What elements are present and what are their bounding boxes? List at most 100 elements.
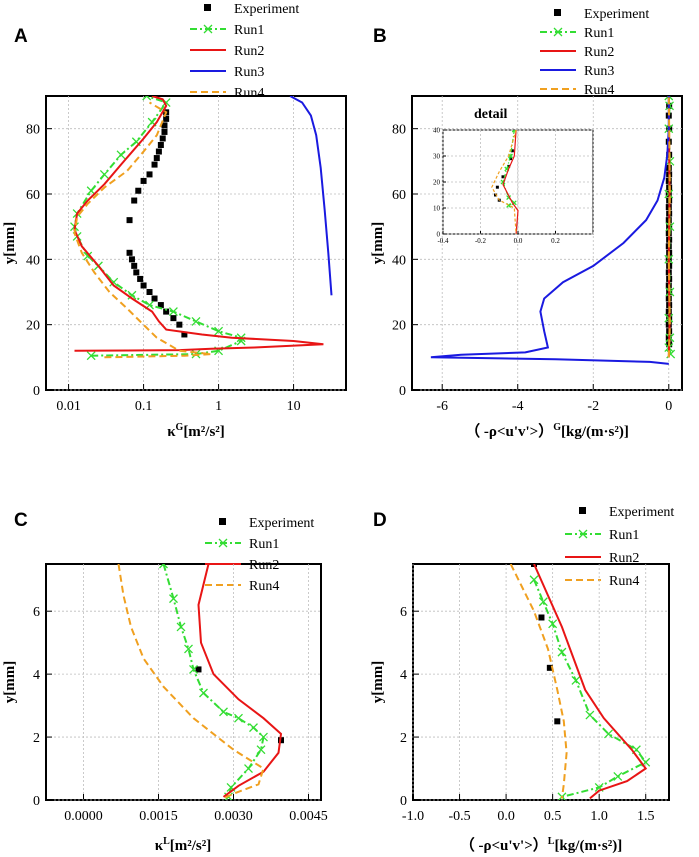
- inset-run4-line: [491, 130, 517, 234]
- xlabel-d-sup: L: [548, 836, 555, 847]
- panel-a-experiment-point-2: [161, 122, 168, 129]
- panel-a-legend-run4-label: Run4: [234, 86, 264, 101]
- panel-c-run1-marker-1: [169, 594, 178, 604]
- panel-c-ytick-label-2: 4: [33, 668, 40, 683]
- panel-d-legend-experiment-marker: [579, 507, 586, 514]
- panel-c-run1-marker-0: [159, 564, 168, 569]
- xlabel-c-sup: L: [163, 836, 170, 847]
- panel-b-legend-run1-x: [553, 27, 563, 37]
- panel-d-run1-marker-4: [571, 675, 581, 685]
- panel-a-series-group: [70, 96, 333, 361]
- panel-b-legend-experiment-marker: [554, 9, 561, 16]
- plot-a: 0.01 0.1 1 10 0 20 40 60 80: [26, 96, 346, 414]
- plot-d: -1.0 -0.5 0.0 0.5 1.0 1.5 0 2 4 6: [400, 564, 669, 824]
- panel-a-experiment-point-12: [131, 197, 138, 204]
- panel-a-experiment-point-25: [176, 321, 183, 328]
- plot-frame-b: [411, 95, 683, 391]
- panel-c-run1-line: [162, 564, 265, 798]
- panel-a-experiment-point-16: [131, 262, 138, 269]
- panel-c-legend-experiment-marker: [219, 518, 226, 525]
- inset-run2-line: [502, 130, 519, 234]
- panel-d-series-group: [509, 564, 651, 800]
- panel-a-run1-marker-18: [116, 150, 126, 160]
- inset-experiment-point-4: [507, 164, 511, 168]
- panel-b-ytick-label-3: 60: [392, 188, 406, 203]
- panel-a-experiment-point-23: [163, 308, 170, 315]
- panel-a-xtick-label-0: 0.01: [56, 399, 81, 414]
- panel-a-xtick-label-3: 10: [287, 399, 301, 414]
- panel-c-run1-marker-8: [249, 723, 258, 733]
- panel-b-xtick-label-2: -2: [587, 399, 599, 414]
- panel-d-run1-marker-3: [557, 647, 567, 657]
- panel-d-xtick-label-3: 0.5: [544, 809, 562, 824]
- panel-c-run2-line: [197, 564, 283, 798]
- panel-a-experiment-point-15: [128, 256, 135, 263]
- panel-d-run1-marker-1: [538, 597, 548, 607]
- panel-a-run1-marker-12: [83, 251, 93, 261]
- legend-a: Experiment Run1 Run2 Run3 Run4: [190, 2, 299, 101]
- panel-a-experiment-point-26: [181, 331, 188, 338]
- panel-a-legend-run1-x: [203, 24, 213, 34]
- inset-ytick-label-4: 40: [433, 127, 441, 135]
- inset-experiment-point-1: [494, 193, 497, 197]
- ylabel-d: y[mm]: [370, 661, 386, 703]
- panel-a-experiment-point-22: [157, 302, 164, 309]
- legend-c: Experiment Run1 Run2 Run4: [205, 516, 314, 594]
- xlabel-a: κG[m²/s²]: [167, 422, 225, 440]
- panel-c-ytick-label-1: 2: [33, 731, 40, 746]
- inset-series-group: [491, 130, 519, 234]
- panel-a-run1-marker-22: [142, 96, 152, 101]
- inset-xtick-label-2: 0.0: [514, 237, 523, 245]
- panel-label-b: B: [373, 26, 387, 47]
- panel-b-run3-line: [430, 96, 670, 365]
- panel-d-legend-experiment-label: Experiment: [609, 505, 674, 520]
- panel-c-legend-run1-label: Run1: [249, 537, 279, 552]
- panel-a-run1-marker-5: [214, 326, 224, 336]
- panel-b-legend-run2-label: Run2: [584, 45, 614, 60]
- panel-d-run2-line: [533, 564, 648, 800]
- ylabel-b: y[mm]: [370, 222, 386, 264]
- plot-c: 0.0000 0.0015 0.0030 0.0045 0 2 4 6: [33, 564, 328, 824]
- panel-a-experiment-point-24: [170, 315, 177, 322]
- panel-a-ytick-label-4: 80: [26, 123, 40, 138]
- inset-title: detail: [474, 107, 508, 122]
- panel-a-experiment-point-13: [126, 217, 133, 224]
- panel-d-legend-run4-label: Run4: [609, 574, 639, 589]
- panel-d-xtick-label-2: 0.0: [497, 809, 515, 824]
- panel-c-run1-marker-11: [244, 764, 253, 773]
- panel-a-experiment-point-4: [159, 135, 166, 142]
- plot-b-inset: -0.4 -0.2 0.0 0.2 0 10 20 30 40: [433, 127, 593, 245]
- panel-a-experiment-point-18: [137, 275, 144, 282]
- xlabel-c: κL[m²/s²]: [155, 836, 211, 854]
- inset-experiment-point-3: [501, 175, 505, 179]
- panel-c-ytick-label-0: 0: [33, 794, 40, 809]
- panel-d-ytick-label-1: 2: [400, 731, 407, 746]
- panel-d-legend-run1-label: Run1: [609, 528, 639, 543]
- panel-a-run1-marker-17: [99, 169, 109, 179]
- panel-a-run3-line: [289, 96, 333, 296]
- xlabel-b-sup: G: [553, 422, 561, 433]
- panel-d-experiment-point-2: [546, 664, 553, 671]
- inset-experiment-point-5: [509, 157, 512, 161]
- panel-a-experiment-point-14: [126, 249, 133, 256]
- panel-c-run1-marker-4: [189, 664, 198, 674]
- panel-c-experiment-point-0: [195, 666, 202, 673]
- panel-d-legend-run2-label: Run2: [609, 551, 639, 566]
- xlabel-a-base: κ: [167, 424, 176, 440]
- panel-d-ytick-label-0: 0: [400, 794, 407, 809]
- panel-a-experiment-point-5: [157, 142, 164, 148]
- panel-c-run1-marker-7: [234, 713, 243, 723]
- panel-a-run1-marker-10: [109, 277, 119, 287]
- panel-a-run1-marker-9: [127, 290, 137, 300]
- xlabel-a-rest: [m²/s²]: [183, 424, 224, 440]
- panel-d-run1-marker-0: [529, 575, 539, 585]
- panel-b-series-group: [430, 96, 676, 365]
- panel-b-xtick-label-3: 0: [665, 399, 672, 414]
- panel-a-experiment-point-6: [155, 148, 162, 155]
- panel-b-legend-run4-label: Run4: [584, 83, 614, 98]
- panel-a-experiment-point-10: [140, 177, 147, 184]
- panel-a-legend-run2-label: Run2: [234, 44, 264, 59]
- panel-b-ytick-label-2: 40: [392, 253, 406, 268]
- inset-xtick-label-3: 0.2: [551, 237, 560, 245]
